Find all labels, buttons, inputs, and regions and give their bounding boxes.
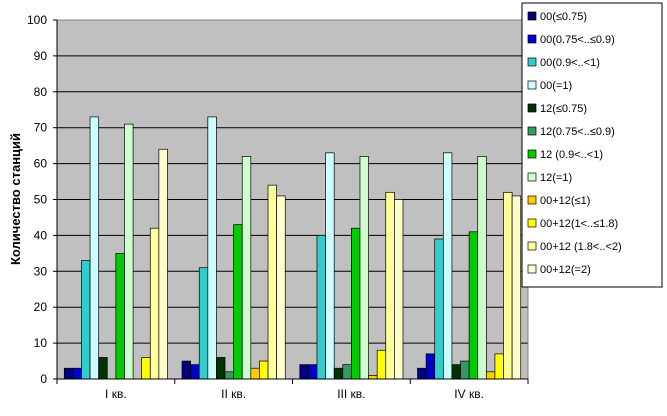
bar <box>241 156 252 380</box>
bar <box>216 357 226 380</box>
bar <box>233 224 243 380</box>
bar <box>141 357 151 380</box>
bar <box>368 375 378 380</box>
legend-label: 12(≤0.75) <box>540 103 587 115</box>
legend-label: 00(0.75<..≤0.9) <box>540 34 615 46</box>
legend-swatch <box>527 241 537 251</box>
bar <box>425 353 436 380</box>
legend-swatch <box>527 195 537 205</box>
legend-label: 00+12 (1.8<..<2) <box>540 241 622 253</box>
bar <box>299 364 309 380</box>
legend-label: 00+12(=2) <box>540 264 591 276</box>
bar <box>198 267 209 380</box>
bar <box>267 184 277 380</box>
category-label: IV кв. <box>454 387 484 401</box>
bar <box>442 152 453 380</box>
legend-swatch <box>527 80 537 90</box>
legend-swatch <box>527 34 537 44</box>
y-tick-label: 90 <box>34 49 48 63</box>
bar <box>181 360 191 380</box>
legend-label: 12(0.75<..≤0.9) <box>540 126 615 138</box>
y-tick-label: 40 <box>34 228 48 242</box>
bar <box>124 123 134 380</box>
legend-swatch <box>527 126 537 136</box>
bar <box>342 364 352 380</box>
legend-swatch <box>527 264 537 274</box>
legend-swatch <box>527 103 537 113</box>
category-label: I кв. <box>105 387 127 401</box>
bar <box>351 227 361 380</box>
bar <box>417 367 427 380</box>
legend-swatch <box>527 172 537 182</box>
y-tick-label: 30 <box>34 264 48 278</box>
bar <box>81 260 91 380</box>
legend-label: 00(=1) <box>540 80 572 92</box>
legend-label: 12(=1) <box>540 172 572 184</box>
y-tick-label: 10 <box>34 336 48 350</box>
legend-swatch <box>527 11 537 21</box>
legend-swatch <box>527 218 537 228</box>
bar <box>376 349 387 380</box>
bar <box>468 231 479 380</box>
category-label: II кв. <box>221 387 246 401</box>
legend-label: 00+12(1<..≤1.8) <box>540 218 618 230</box>
legend: 00(≤0.75) 00(0.75<..≤0.9) 00(0.9<..<1) 00(=… <box>521 2 663 288</box>
y-tick-label: 80 <box>34 85 48 99</box>
bar <box>149 227 160 380</box>
plot-area <box>56 19 529 380</box>
bar <box>394 199 404 380</box>
bar <box>207 116 217 380</box>
y-tick-label: 20 <box>34 300 48 314</box>
bar <box>511 195 522 380</box>
bar <box>308 364 318 380</box>
bar <box>89 116 100 380</box>
legend-label: 00(0.9<..<1) <box>540 57 600 69</box>
bar <box>460 360 470 380</box>
bar <box>477 156 487 380</box>
y-tick-label: 100 <box>27 13 47 27</box>
bar <box>434 238 444 380</box>
bar <box>72 367 82 380</box>
x-axis: I кв. II кв. III кв. IV кв. <box>56 378 529 401</box>
legend-label: 00(≤0.75) <box>540 11 587 23</box>
legend-box <box>521 2 663 288</box>
bar <box>276 195 286 380</box>
bar <box>158 148 168 380</box>
y-tick-label: 0 <box>40 372 47 386</box>
bar <box>224 371 234 380</box>
bar <box>325 152 335 380</box>
legend-swatch <box>527 149 537 159</box>
legend-label: 00+12(≤1) <box>540 195 590 207</box>
bar <box>333 367 344 380</box>
bar <box>190 364 200 380</box>
bar <box>115 253 125 380</box>
bar <box>63 367 74 380</box>
legend-label: 12 (0.9<..<1) <box>540 149 603 161</box>
bar <box>385 191 395 380</box>
legend-swatch <box>527 57 537 67</box>
bar <box>259 360 269 380</box>
y-tick-label: 50 <box>34 193 48 207</box>
y-axis-title: Количество станций <box>8 133 23 265</box>
bar <box>485 371 496 380</box>
category-label: III кв. <box>337 387 365 401</box>
bar <box>359 156 369 380</box>
bar <box>451 364 461 380</box>
bar <box>503 191 513 380</box>
bar <box>316 235 326 380</box>
y-axis: 0 10 20 30 40 50 60 70 80 90 100 <box>27 13 58 386</box>
bar <box>494 353 504 380</box>
y-tick-label: 70 <box>34 121 48 135</box>
bar <box>98 357 108 380</box>
bar <box>250 367 260 380</box>
y-tick-label: 60 <box>34 157 48 171</box>
